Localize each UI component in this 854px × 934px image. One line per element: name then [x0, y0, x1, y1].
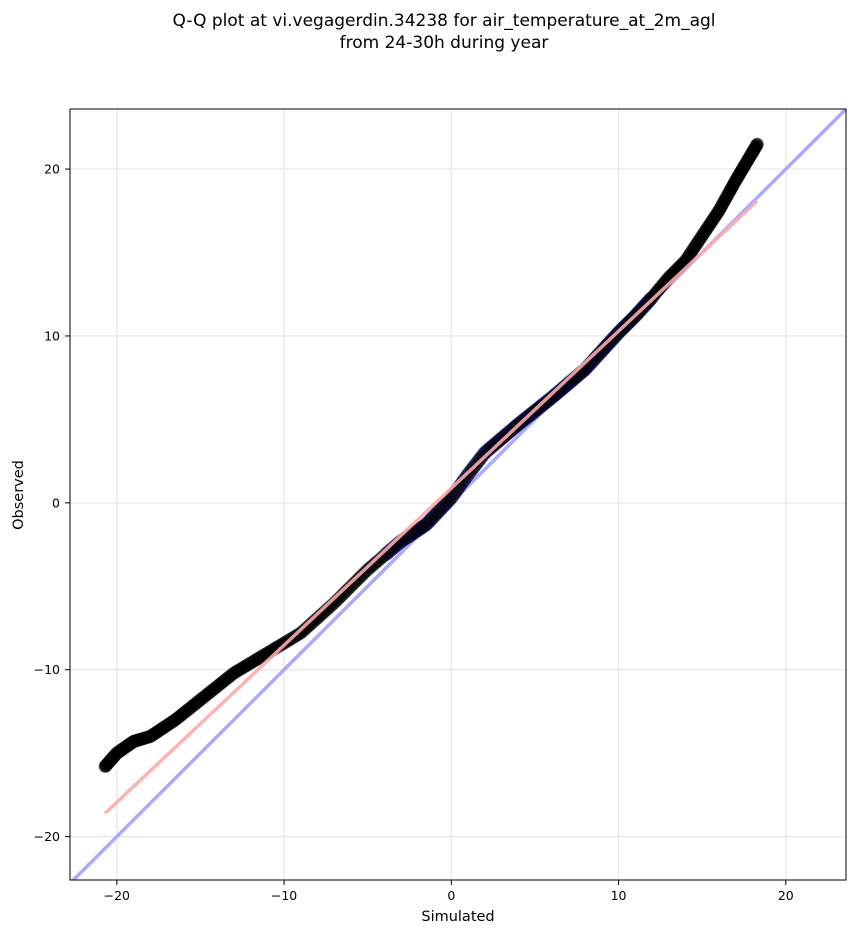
quantile-point [746, 144, 760, 158]
quantile-point [750, 138, 764, 152]
x-axis-ticks: −20 −10 0 10 20 [104, 880, 794, 903]
x-axis-label: Simulated [421, 909, 494, 925]
quantile-point [746, 145, 760, 159]
quantile-point [103, 754, 117, 768]
quantile-point [750, 137, 764, 151]
quantile-point [750, 138, 764, 152]
quantile-point [747, 142, 761, 156]
quantile-point [100, 757, 114, 771]
y-axis-label: Observed [11, 460, 27, 530]
quantile-point [749, 140, 763, 154]
quantile-point [99, 759, 113, 773]
quantile-point [100, 757, 114, 771]
quantile-point [101, 757, 115, 771]
quantile-point [101, 756, 115, 770]
quantile-point [742, 152, 756, 166]
quantile-point [98, 759, 112, 773]
quantile-points [98, 137, 764, 774]
quantile-point [750, 137, 764, 151]
quantile-point [102, 755, 116, 769]
quantile-point [100, 758, 114, 772]
quantile-point [749, 139, 763, 153]
quantile-point [738, 158, 752, 172]
y-tick-label: 0 [52, 495, 60, 510]
quantile-point [750, 137, 764, 151]
quantile-point [740, 155, 754, 169]
quantile-point [739, 157, 753, 171]
quantile-point [98, 759, 112, 773]
y-tick-label: −10 [34, 662, 60, 677]
plot-area [70, 109, 846, 880]
quantile-point [99, 759, 113, 773]
plot-frame [69, 108, 847, 881]
quantile-point [99, 758, 113, 772]
x-tick-label: 10 [611, 888, 627, 903]
quantile-point [750, 137, 764, 151]
quantile-point [99, 758, 113, 772]
quantile-point [748, 141, 762, 155]
quantile-point [744, 147, 758, 161]
grid-lines [70, 109, 846, 880]
quantile-point [98, 760, 112, 774]
chart-subtitle: from 24-30h during year [340, 33, 549, 53]
x-tick-label: 0 [447, 888, 455, 903]
quantile-point [749, 139, 763, 153]
quantile-point [99, 759, 113, 773]
chart-title: Q-Q plot at vi.vegagerdin.34238 for air_… [172, 11, 715, 31]
quantile-point [101, 756, 115, 770]
quantile-point [737, 159, 751, 173]
quantile-point [743, 150, 757, 164]
quantile-point [750, 138, 764, 152]
quantile-point [103, 754, 117, 768]
quantile-point [740, 154, 754, 168]
quantile-point [744, 148, 758, 162]
y-axis-ticks: −20 −10 0 10 20 [34, 162, 70, 844]
quantile-point [748, 141, 762, 155]
y-tick-label: 10 [44, 328, 60, 343]
quantile-point [748, 142, 762, 156]
quantile-point [98, 759, 112, 773]
quantile-point [749, 140, 763, 154]
x-tick-label: −10 [271, 888, 297, 903]
quantile-point [98, 759, 112, 773]
quantile-point [745, 147, 759, 161]
quantile-point [99, 758, 113, 772]
quantile-point [98, 759, 112, 773]
quantile-point [743, 149, 757, 163]
y-tick-label: 20 [44, 162, 60, 177]
quantile-point [739, 156, 753, 170]
quantile-point [747, 143, 761, 157]
quantile-point [742, 151, 756, 165]
fit-line [103, 199, 759, 815]
quantile-point [103, 754, 117, 768]
quantile-point [750, 137, 764, 151]
quantile-point [749, 139, 763, 153]
y-tick-label: −20 [34, 829, 60, 844]
quantile-point [747, 143, 761, 157]
quantile-point [98, 760, 112, 774]
x-tick-label: 20 [778, 888, 794, 903]
x-tick-label: −20 [104, 888, 130, 903]
quantile-point [750, 138, 764, 152]
quantile-point [750, 137, 764, 151]
quantile-point [102, 755, 116, 769]
quantile-point [741, 153, 755, 167]
quantile-point [745, 146, 759, 160]
quantile-point [100, 757, 114, 771]
quantile-point [746, 145, 760, 159]
